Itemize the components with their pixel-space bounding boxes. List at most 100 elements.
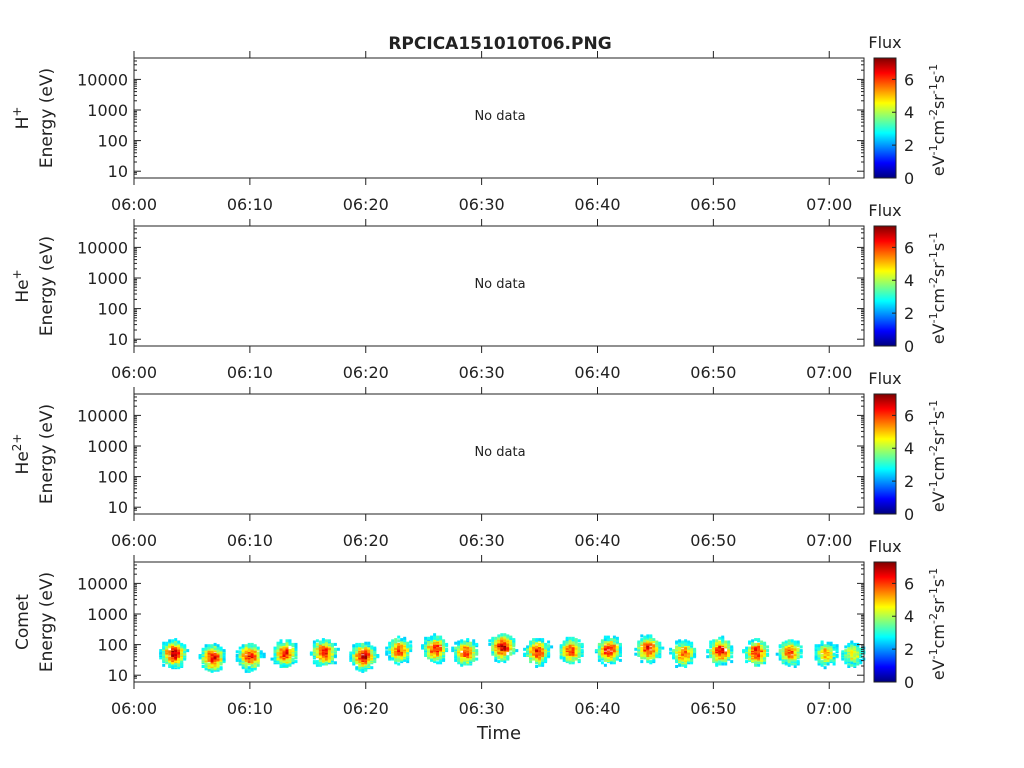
plot-frame bbox=[133, 561, 865, 683]
spectrogram-cell bbox=[285, 651, 289, 655]
spectrogram-cell bbox=[547, 651, 551, 655]
spectrogram-cell bbox=[844, 651, 848, 655]
spectrogram-cell bbox=[847, 642, 851, 646]
spectrogram-cell bbox=[568, 639, 572, 643]
colorbar-tick-label: 6 bbox=[904, 70, 914, 89]
spectrogram-cell bbox=[844, 645, 848, 649]
spectrogram-cell bbox=[222, 657, 226, 661]
spectrogram-cell bbox=[285, 658, 289, 662]
spectrogram-cell bbox=[784, 661, 788, 665]
spectrogram-cell bbox=[681, 649, 685, 653]
spectrogram-cell bbox=[494, 656, 498, 660]
spectrogram-cell bbox=[778, 649, 782, 653]
spectrogram-cell bbox=[315, 660, 319, 664]
spectrogram-cell bbox=[315, 642, 319, 646]
colorbar-tick-label: 6 bbox=[904, 406, 914, 425]
spectrogram-cell bbox=[397, 662, 401, 666]
spectrogram-cell bbox=[333, 642, 337, 646]
spectrogram-cell bbox=[847, 665, 851, 668]
colorbar-tick-label: 0 bbox=[904, 337, 914, 356]
unit-exponent: -1 bbox=[927, 400, 940, 411]
spectrogram-cell bbox=[748, 640, 752, 644]
spectrogram-cell bbox=[180, 660, 184, 664]
spectrogram-cell bbox=[712, 641, 716, 645]
spectrogram-cell bbox=[718, 636, 722, 640]
spectrogram-cell bbox=[568, 660, 572, 664]
spectrogram-cell bbox=[603, 651, 607, 655]
species-name: He bbox=[13, 451, 33, 474]
spectrogram-cell bbox=[781, 655, 785, 659]
spectrogram-cell bbox=[285, 639, 289, 643]
spectrogram-cell bbox=[442, 646, 446, 650]
spectrogram-cell bbox=[832, 644, 836, 648]
unit-base: cm bbox=[929, 120, 948, 144]
no-data-label: No data bbox=[474, 445, 525, 460]
colorbar-gradient bbox=[873, 57, 897, 179]
spectrogram-cell bbox=[394, 638, 398, 642]
spectrogram-cell bbox=[358, 660, 362, 664]
spectrogram-cell bbox=[715, 662, 719, 666]
spectrogram-cell bbox=[282, 642, 286, 646]
x-tick-label: 06:00 bbox=[111, 363, 157, 382]
spectrogram-cell bbox=[565, 636, 569, 640]
spectrogram-cell bbox=[793, 640, 797, 644]
y-tick-label: 100 bbox=[97, 468, 128, 487]
spectrogram-cell bbox=[238, 650, 242, 654]
spectrogram-cell bbox=[400, 656, 404, 660]
spectrogram-cell bbox=[835, 646, 839, 650]
spectrogram-cell bbox=[397, 635, 401, 639]
spectrogram-cell bbox=[760, 654, 764, 657]
spectrogram-cell bbox=[330, 652, 334, 656]
spectrogram-cell bbox=[730, 660, 734, 664]
x-tick-label: 06:10 bbox=[227, 195, 273, 214]
x-tick-label: 06:30 bbox=[459, 531, 505, 550]
spectrogram-cell bbox=[574, 638, 578, 642]
spectrogram-cell bbox=[571, 641, 575, 645]
spectrogram-cell bbox=[850, 644, 854, 648]
spectrogram-cell bbox=[841, 650, 845, 654]
spectrogram-cell bbox=[433, 633, 437, 637]
spectrogram-cell bbox=[709, 640, 713, 644]
y-tick-label: 100 bbox=[97, 132, 128, 151]
spectrogram-cell bbox=[394, 655, 398, 659]
spectrogram-cell bbox=[262, 655, 266, 659]
spectrogram-cell bbox=[276, 641, 280, 645]
spectrogram-cell bbox=[497, 636, 501, 640]
spectrogram-cell bbox=[715, 656, 719, 660]
spectrogram-cell bbox=[681, 655, 685, 659]
spectrogram-cell bbox=[541, 656, 545, 660]
spectrogram-cell bbox=[718, 660, 722, 664]
spectrogram-cell bbox=[472, 652, 476, 656]
spectrogram-cell bbox=[712, 646, 716, 650]
spectrogram-cell bbox=[244, 669, 248, 673]
plot-frame bbox=[133, 393, 865, 515]
spectrogram-cell bbox=[171, 639, 175, 643]
spectrogram-cell bbox=[715, 641, 719, 645]
unit-exponent: -1 bbox=[927, 144, 940, 155]
spectrogram-cell bbox=[658, 654, 662, 657]
spectrogram-cell bbox=[174, 640, 178, 644]
spectrogram-cell bbox=[826, 658, 830, 662]
x-tick-label: 06:40 bbox=[574, 363, 620, 382]
spectrogram-cell bbox=[649, 634, 653, 638]
spectrogram-cell bbox=[763, 661, 767, 665]
colorbar-tick-label: 2 bbox=[904, 304, 914, 323]
spectrogram-cell bbox=[364, 665, 368, 668]
spectrogram-cell bbox=[835, 654, 839, 657]
spectrogram-cell bbox=[309, 651, 313, 655]
spectrogram-cell bbox=[500, 633, 504, 637]
spectrogram-cell bbox=[367, 663, 371, 667]
spectrogram-cell bbox=[754, 654, 758, 657]
spectrogram-cell bbox=[844, 658, 848, 662]
spectrogram-cell bbox=[687, 642, 691, 646]
spectrogram-cell bbox=[403, 646, 407, 650]
spectrogram-cell bbox=[796, 640, 800, 644]
colorbar-tick-label: 2 bbox=[904, 136, 914, 155]
spectrogram-cell bbox=[388, 651, 392, 655]
spectrogram-cell bbox=[183, 650, 187, 654]
spectrogram-cell bbox=[497, 642, 501, 646]
spectrogram-cell bbox=[523, 647, 527, 651]
spectrogram-cell bbox=[820, 663, 824, 667]
unit-base: cm bbox=[929, 288, 948, 312]
unit-exponent: -1 bbox=[927, 587, 940, 598]
